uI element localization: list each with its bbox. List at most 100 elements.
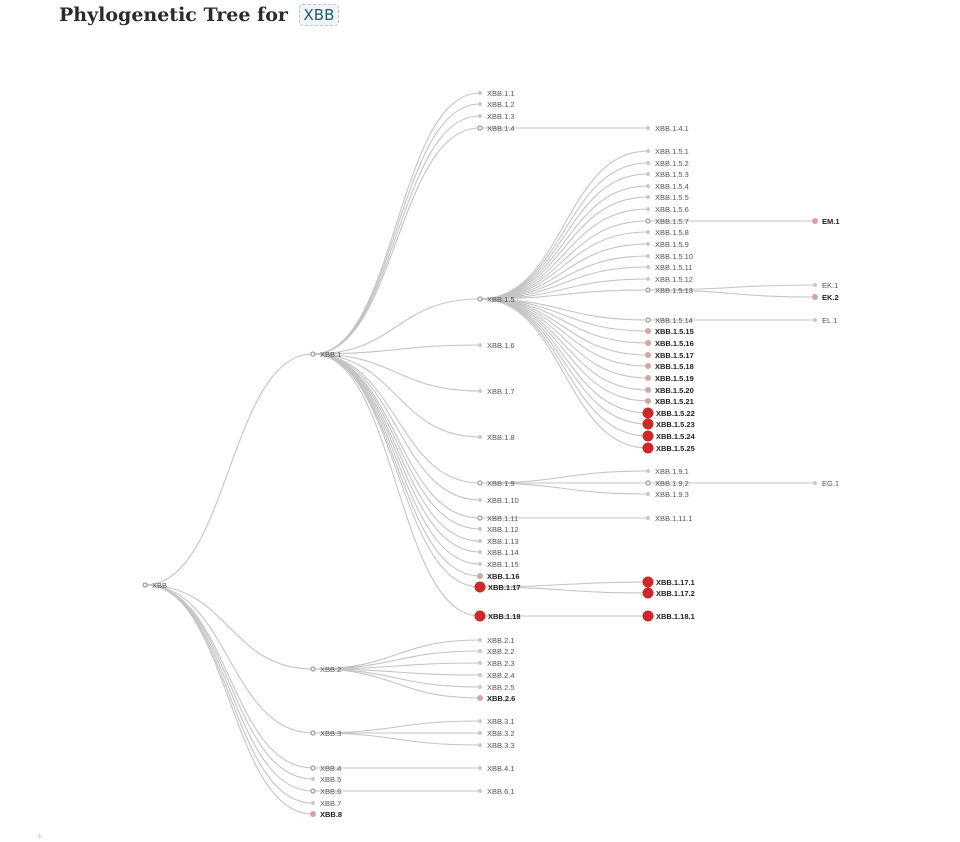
node-dot[interactable]: [142, 582, 148, 588]
node-dot[interactable]: [645, 218, 651, 224]
node-dot[interactable]: [645, 328, 651, 334]
node-xbb-3-2[interactable]: XBB.3.2: [478, 729, 515, 738]
node-xbb-8[interactable]: XBB.8: [310, 810, 342, 819]
node-dot[interactable]: [310, 811, 316, 817]
node-xbb-1-18-1[interactable]: XBB.1.18.1: [642, 610, 695, 622]
node-xbb-1-18[interactable]: XBB.1.18: [474, 610, 521, 622]
node-dot[interactable]: [645, 287, 651, 293]
node-xbb-7[interactable]: XBB.7: [311, 799, 341, 808]
node-xbb-1-5-5[interactable]: XBB.1.5.5: [646, 193, 689, 202]
node-dot[interactable]: [478, 102, 482, 106]
node-xbb-2-3[interactable]: XBB.2.3: [478, 659, 515, 668]
node-dot[interactable]: [646, 254, 650, 258]
node-dot[interactable]: [645, 480, 651, 486]
node-xbb-1-9-1[interactable]: XBB.1.9.1: [646, 467, 689, 476]
node-dot[interactable]: [813, 318, 817, 322]
node-dot[interactable]: [646, 161, 650, 165]
node-xbb-6-1[interactable]: XBB.6.1: [478, 787, 515, 796]
node-xbb-1-5-16[interactable]: XBB.1.5.16: [645, 339, 694, 348]
node-dot[interactable]: [646, 242, 650, 246]
node-xbb-1-5-15[interactable]: XBB.1.5.15: [645, 327, 694, 336]
node-dot[interactable]: [478, 673, 482, 677]
node-dot[interactable]: [311, 801, 315, 805]
node-dot[interactable]: [646, 265, 650, 269]
node-dot[interactable]: [478, 789, 482, 793]
node-xbb-1-5-22[interactable]: XBB.1.5.22: [642, 407, 695, 419]
node-xbb-3[interactable]: XBB.3: [310, 729, 341, 738]
node-xbb-1-5-23[interactable]: XBB.1.5.23: [642, 418, 695, 430]
node-dot[interactable]: [645, 387, 651, 393]
node-xbb-3-1[interactable]: XBB.3.1: [478, 717, 515, 726]
node-dot[interactable]: [646, 149, 650, 153]
node-dot[interactable]: [478, 562, 482, 566]
node-xbb-1-11-1[interactable]: XBB.1.11.1: [646, 514, 692, 523]
node-dot[interactable]: [478, 661, 482, 665]
node-dot[interactable]: [642, 576, 654, 588]
node-dot[interactable]: [478, 719, 482, 723]
node-xbb-1-5-8[interactable]: XBB.1.5.8: [646, 228, 689, 237]
node-xbb-1-7[interactable]: XBB.1.7: [478, 387, 515, 396]
node-xbb-2[interactable]: XBB.2: [310, 665, 341, 674]
node-dot[interactable]: [642, 610, 654, 622]
node-xbb-1-4[interactable]: XBB.1.4: [477, 124, 515, 133]
node-xbb-1-16[interactable]: XBB.1.16: [477, 572, 520, 581]
node-dot[interactable]: [478, 389, 482, 393]
node-dot[interactable]: [310, 788, 316, 794]
node-xbb-1-17[interactable]: XBB.1.17: [474, 581, 521, 593]
node-xbb-1-5-18[interactable]: XBB.1.5.18: [645, 362, 694, 371]
node-xbb[interactable]: XBB: [142, 581, 167, 590]
node-dot[interactable]: [642, 407, 654, 419]
node-ek-1[interactable]: EK.1: [813, 281, 838, 290]
node-dot[interactable]: [645, 398, 651, 404]
node-xbb-6[interactable]: XBB.6: [310, 787, 341, 796]
node-dot[interactable]: [645, 375, 651, 381]
node-dot[interactable]: [646, 172, 650, 176]
node-xbb-1-5-2[interactable]: XBB.1.5.2: [646, 159, 689, 168]
node-dot[interactable]: [642, 442, 654, 454]
node-xbb-1-4-1[interactable]: XBB.1.4.1: [646, 124, 689, 133]
node-xbb-1-17-1[interactable]: XBB.1.17.1: [642, 576, 695, 588]
node-dot[interactable]: [478, 685, 482, 689]
node-xbb-1-11[interactable]: XBB.1.11: [477, 514, 518, 523]
node-dot[interactable]: [478, 91, 482, 95]
node-dot[interactable]: [642, 587, 654, 599]
node-dot[interactable]: [477, 573, 483, 579]
node-dot[interactable]: [310, 351, 316, 357]
node-xbb-1-5-9[interactable]: XBB.1.5.9: [646, 240, 689, 249]
node-xbb-1-5-24[interactable]: XBB.1.5.24: [642, 430, 696, 442]
node-dot[interactable]: [310, 765, 316, 771]
node-xbb-1-5[interactable]: XBB.1.5: [477, 295, 515, 304]
node-xbb-2-1[interactable]: XBB.2.1: [478, 636, 515, 645]
node-xbb-1-5-1[interactable]: XBB.1.5.1: [646, 147, 689, 156]
node-dot[interactable]: [478, 498, 482, 502]
node-xbb-1-5-25[interactable]: XBB.1.5.25: [642, 442, 695, 454]
node-eg-1[interactable]: EG.1: [813, 479, 839, 488]
node-dot[interactable]: [477, 515, 483, 521]
node-xbb-1-12[interactable]: XBB.1.12: [478, 525, 519, 534]
node-dot[interactable]: [642, 418, 654, 430]
node-dot[interactable]: [478, 343, 482, 347]
node-dot[interactable]: [477, 125, 483, 131]
node-xbb-1-5-7[interactable]: XBB.1.5.7: [645, 217, 689, 226]
node-xbb-4-1[interactable]: XBB.4.1: [478, 764, 515, 773]
node-dot[interactable]: [812, 218, 818, 224]
node-xbb-2-6[interactable]: XBB.2.6: [477, 694, 515, 703]
node-dot[interactable]: [646, 277, 650, 281]
node-dot[interactable]: [477, 695, 483, 701]
node-dot[interactable]: [646, 207, 650, 211]
node-dot[interactable]: [477, 296, 483, 302]
node-xbb-1-5-20[interactable]: XBB.1.5.20: [645, 386, 694, 395]
node-dot[interactable]: [310, 666, 316, 672]
node-dot[interactable]: [646, 492, 650, 496]
node-xbb-1-8[interactable]: XBB.1.8: [478, 433, 515, 442]
node-dot[interactable]: [645, 352, 651, 358]
node-ek-2[interactable]: EK.2: [812, 293, 839, 302]
node-dot[interactable]: [646, 516, 650, 520]
node-xbb-1-2[interactable]: XBB.1.2: [478, 100, 515, 109]
node-dot[interactable]: [812, 294, 818, 300]
node-xbb-1-5-19[interactable]: XBB.1.5.19: [645, 374, 694, 383]
node-xbb-1-14[interactable]: XBB.1.14: [478, 548, 519, 557]
node-xbb-1-5-11[interactable]: XBB.1.5.11: [646, 263, 692, 272]
node-dot[interactable]: [477, 480, 483, 486]
node-xbb-1-5-12[interactable]: XBB.1.5.12: [646, 275, 693, 284]
